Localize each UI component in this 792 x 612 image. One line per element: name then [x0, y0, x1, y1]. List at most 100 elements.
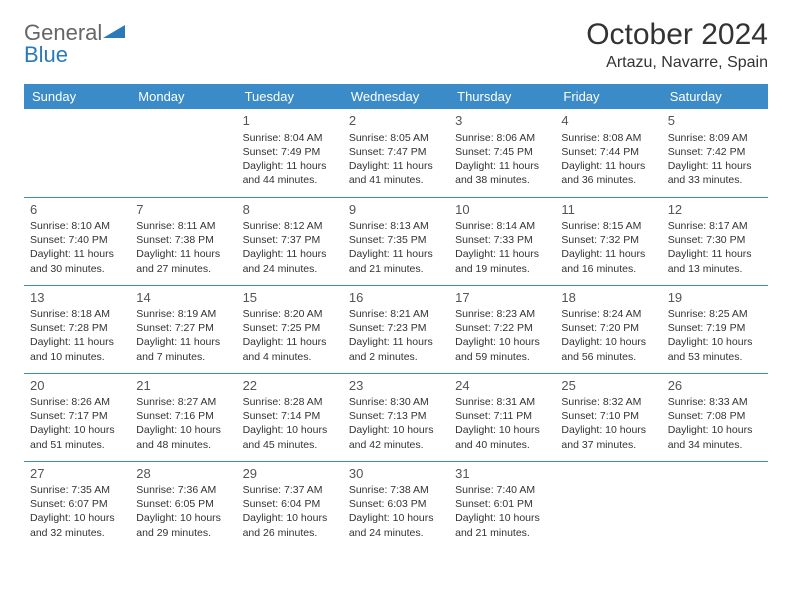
- location: Artazu, Navarre, Spain: [586, 54, 768, 72]
- day-number: 29: [243, 465, 337, 483]
- calendar-day: 16Sunrise: 8:21 AMSunset: 7:23 PMDayligh…: [343, 285, 449, 373]
- daylight-line: Daylight: 11 hours: [349, 159, 443, 173]
- calendar-day: 4Sunrise: 8:08 AMSunset: 7:44 PMDaylight…: [555, 109, 661, 197]
- day-number: 12: [668, 201, 762, 219]
- daylight-line: Daylight: 10 hours: [349, 423, 443, 437]
- day-header: Friday: [555, 84, 661, 109]
- calendar-day: 12Sunrise: 8:17 AMSunset: 7:30 PMDayligh…: [662, 197, 768, 285]
- calendar-day: 7Sunrise: 8:11 AMSunset: 7:38 PMDaylight…: [130, 197, 236, 285]
- sunrise-line: Sunrise: 8:11 AM: [136, 219, 230, 233]
- daylight-line: Daylight: 10 hours: [668, 423, 762, 437]
- daylight-line: Daylight: 10 hours: [455, 511, 549, 525]
- day-header: Saturday: [662, 84, 768, 109]
- sunset-line: Sunset: 7:08 PM: [668, 409, 762, 423]
- daylight-line: Daylight: 11 hours: [455, 159, 549, 173]
- daylight-line2: and 41 minutes.: [349, 173, 443, 187]
- calendar-day: 25Sunrise: 8:32 AMSunset: 7:10 PMDayligh…: [555, 373, 661, 461]
- day-number: 26: [668, 377, 762, 395]
- daylight-line2: and 24 minutes.: [349, 526, 443, 540]
- daylight-line: Daylight: 10 hours: [136, 423, 230, 437]
- calendar-day: 18Sunrise: 8:24 AMSunset: 7:20 PMDayligh…: [555, 285, 661, 373]
- calendar-day: 8Sunrise: 8:12 AMSunset: 7:37 PMDaylight…: [237, 197, 343, 285]
- calendar-week: 27Sunrise: 7:35 AMSunset: 6:07 PMDayligh…: [24, 461, 768, 549]
- daylight-line: Daylight: 10 hours: [668, 335, 762, 349]
- calendar-week: 13Sunrise: 8:18 AMSunset: 7:28 PMDayligh…: [24, 285, 768, 373]
- daylight-line: Daylight: 11 hours: [30, 247, 124, 261]
- calendar-week: 20Sunrise: 8:26 AMSunset: 7:17 PMDayligh…: [24, 373, 768, 461]
- daylight-line: Daylight: 10 hours: [243, 423, 337, 437]
- calendar-day: 21Sunrise: 8:27 AMSunset: 7:16 PMDayligh…: [130, 373, 236, 461]
- daylight-line2: and 2 minutes.: [349, 350, 443, 364]
- calendar-day: 10Sunrise: 8:14 AMSunset: 7:33 PMDayligh…: [449, 197, 555, 285]
- sunset-line: Sunset: 7:11 PM: [455, 409, 549, 423]
- day-header: Sunday: [24, 84, 130, 109]
- day-number: 25: [561, 377, 655, 395]
- day-number: 10: [455, 201, 549, 219]
- daylight-line: Daylight: 10 hours: [30, 511, 124, 525]
- calendar-day: 23Sunrise: 8:30 AMSunset: 7:13 PMDayligh…: [343, 373, 449, 461]
- daylight-line: Daylight: 10 hours: [561, 423, 655, 437]
- day-number: 3: [455, 112, 549, 130]
- sunset-line: Sunset: 6:04 PM: [243, 497, 337, 511]
- month-title: October 2024: [586, 18, 768, 52]
- sunrise-line: Sunrise: 7:35 AM: [30, 483, 124, 497]
- sunset-line: Sunset: 7:25 PM: [243, 321, 337, 335]
- daylight-line2: and 4 minutes.: [243, 350, 337, 364]
- sunrise-line: Sunrise: 8:13 AM: [349, 219, 443, 233]
- sunset-line: Sunset: 7:37 PM: [243, 233, 337, 247]
- sunrise-line: Sunrise: 8:20 AM: [243, 307, 337, 321]
- day-number: 9: [349, 201, 443, 219]
- daylight-line2: and 33 minutes.: [668, 173, 762, 187]
- calendar-day: 6Sunrise: 8:10 AMSunset: 7:40 PMDaylight…: [24, 197, 130, 285]
- sunset-line: Sunset: 7:49 PM: [243, 145, 337, 159]
- daylight-line: Daylight: 10 hours: [455, 423, 549, 437]
- logo-triangle-icon: [103, 22, 125, 38]
- calendar-table: SundayMondayTuesdayWednesdayThursdayFrid…: [24, 84, 768, 549]
- logo-text: General Blue: [24, 22, 125, 66]
- sunset-line: Sunset: 7:32 PM: [561, 233, 655, 247]
- day-header: Tuesday: [237, 84, 343, 109]
- sunrise-line: Sunrise: 8:28 AM: [243, 395, 337, 409]
- sunset-line: Sunset: 6:07 PM: [30, 497, 124, 511]
- day-number: 24: [455, 377, 549, 395]
- daylight-line: Daylight: 11 hours: [349, 335, 443, 349]
- calendar-day: 3Sunrise: 8:06 AMSunset: 7:45 PMDaylight…: [449, 109, 555, 197]
- sunrise-line: Sunrise: 8:04 AM: [243, 131, 337, 145]
- daylight-line2: and 40 minutes.: [455, 438, 549, 452]
- calendar-empty: [662, 461, 768, 549]
- daylight-line2: and 16 minutes.: [561, 262, 655, 276]
- sunrise-line: Sunrise: 8:21 AM: [349, 307, 443, 321]
- daylight-line2: and 29 minutes.: [136, 526, 230, 540]
- sunset-line: Sunset: 7:19 PM: [668, 321, 762, 335]
- sunset-line: Sunset: 7:30 PM: [668, 233, 762, 247]
- sunset-line: Sunset: 7:22 PM: [455, 321, 549, 335]
- calendar-day: 28Sunrise: 7:36 AMSunset: 6:05 PMDayligh…: [130, 461, 236, 549]
- calendar-day: 14Sunrise: 8:19 AMSunset: 7:27 PMDayligh…: [130, 285, 236, 373]
- daylight-line2: and 42 minutes.: [349, 438, 443, 452]
- sunrise-line: Sunrise: 8:19 AM: [136, 307, 230, 321]
- day-number: 18: [561, 289, 655, 307]
- day-number: 22: [243, 377, 337, 395]
- calendar-week: 6Sunrise: 8:10 AMSunset: 7:40 PMDaylight…: [24, 197, 768, 285]
- sunrise-line: Sunrise: 8:27 AM: [136, 395, 230, 409]
- daylight-line2: and 38 minutes.: [455, 173, 549, 187]
- sunrise-line: Sunrise: 8:05 AM: [349, 131, 443, 145]
- sunset-line: Sunset: 7:45 PM: [455, 145, 549, 159]
- calendar-empty: [130, 109, 236, 197]
- day-number: 16: [349, 289, 443, 307]
- sunrise-line: Sunrise: 7:38 AM: [349, 483, 443, 497]
- logo: General Blue: [24, 18, 125, 66]
- sunset-line: Sunset: 7:16 PM: [136, 409, 230, 423]
- daylight-line2: and 56 minutes.: [561, 350, 655, 364]
- daylight-line: Daylight: 10 hours: [455, 335, 549, 349]
- daylight-line2: and 27 minutes.: [136, 262, 230, 276]
- sunrise-line: Sunrise: 7:40 AM: [455, 483, 549, 497]
- calendar-day: 13Sunrise: 8:18 AMSunset: 7:28 PMDayligh…: [24, 285, 130, 373]
- daylight-line2: and 48 minutes.: [136, 438, 230, 452]
- daylight-line2: and 13 minutes.: [668, 262, 762, 276]
- daylight-line: Daylight: 11 hours: [243, 247, 337, 261]
- calendar-day: 26Sunrise: 8:33 AMSunset: 7:08 PMDayligh…: [662, 373, 768, 461]
- daylight-line: Daylight: 11 hours: [136, 335, 230, 349]
- sunrise-line: Sunrise: 8:06 AM: [455, 131, 549, 145]
- sunrise-line: Sunrise: 8:08 AM: [561, 131, 655, 145]
